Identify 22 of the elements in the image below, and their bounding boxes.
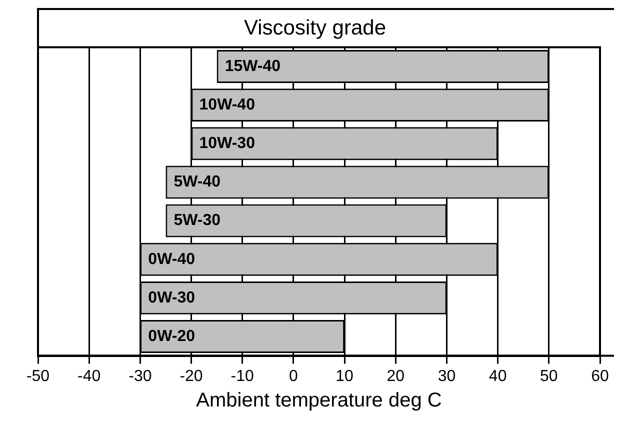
x-tick-label: -50 [26,368,50,385]
x-tick-label: 20 [386,368,405,385]
x-tick-label: 60 [591,368,609,385]
x-tick-label: -30 [128,368,152,385]
y-tick-label: 10W-30 [199,135,256,152]
y-tick-label: 15W-40 [224,58,281,75]
y-tick-label: 5W-40 [174,174,221,191]
y-tick-label: 10W-40 [199,96,256,114]
chart-title: Viscosity grade [244,16,386,40]
x-tick-label: 10 [336,368,354,385]
x-tick-label: 0 [289,368,298,385]
x-tick-label: -20 [180,368,203,385]
y-tick-label: 0W-20 [148,328,196,345]
y-tick-label: 0W-40 [148,250,196,268]
x-tick-label: 50 [540,368,558,385]
y-tick-label: 0W-30 [148,289,196,306]
y-tick-label: 5W-30 [174,212,221,230]
x-axis-title: Ambient temperature deg C [196,390,442,412]
x-tick-label: 40 [488,368,507,385]
x-tick-label: 30 [438,368,456,385]
x-tick-label: -10 [230,368,254,385]
x-tick-label: -40 [78,368,101,385]
